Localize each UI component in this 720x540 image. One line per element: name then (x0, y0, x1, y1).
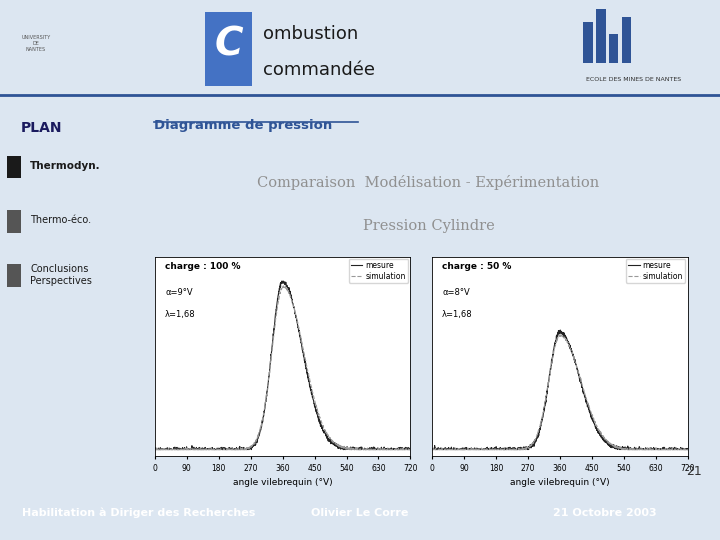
simulation (376, 447, 384, 453)
mesure (478, 447, 487, 453)
Text: λ=1,68: λ=1,68 (165, 310, 196, 320)
mesure (556, 327, 564, 333)
Text: ECOLE DES MINES DE NANTES: ECOLE DES MINES DE NANTES (586, 77, 681, 82)
X-axis label: angle vilebrequin (°V): angle vilebrequin (°V) (233, 478, 333, 488)
mesure (320, 428, 329, 435)
Bar (7, 265, 21, 287)
Legend: mesure, simulation: mesure, simulation (626, 259, 685, 283)
mesure (150, 446, 159, 453)
simulation (279, 282, 288, 289)
simulation (406, 447, 415, 453)
Line: mesure: mesure (432, 330, 688, 450)
mesure (485, 446, 493, 453)
Text: Conclusions
Perspectives: Conclusions Perspectives (30, 264, 92, 286)
FancyBboxPatch shape (205, 12, 252, 85)
Text: α=8°V: α=8°V (442, 288, 470, 298)
mesure (513, 447, 522, 453)
Bar (609, 34, 618, 63)
simulation (202, 447, 210, 453)
Bar (7, 210, 21, 233)
Text: λ=1,68: λ=1,68 (442, 310, 473, 320)
simulation (683, 446, 692, 453)
simulation (354, 446, 362, 452)
mesure (653, 446, 662, 453)
simulation (207, 446, 216, 453)
simulation (320, 427, 329, 433)
simulation (597, 431, 606, 438)
simulation (428, 447, 436, 453)
simulation (236, 447, 245, 453)
Bar (622, 17, 631, 63)
mesure (202, 447, 210, 453)
simulation (513, 446, 522, 453)
mesure (406, 446, 415, 452)
Text: Thermodyn.: Thermodyn. (30, 161, 101, 171)
Text: ombustion: ombustion (263, 25, 358, 43)
mesure (279, 278, 287, 284)
Line: mesure: mesure (155, 281, 410, 450)
simulation (150, 446, 159, 453)
simulation (555, 332, 564, 338)
simulation (485, 446, 493, 453)
Legend: mesure, simulation: mesure, simulation (348, 259, 408, 283)
Text: charge : 100 %: charge : 100 % (165, 262, 240, 272)
simulation (631, 446, 639, 452)
mesure (236, 447, 245, 453)
Text: Habilitation à Diriger des Recherches: Habilitation à Diriger des Recherches (22, 508, 255, 518)
simulation (151, 447, 160, 453)
Text: Thermo-éco.: Thermo-éco. (30, 215, 91, 225)
simulation (478, 447, 487, 453)
Text: 21 Octobre 2003: 21 Octobre 2003 (553, 508, 657, 518)
Text: UNIVERSITY
DE
NANTES: UNIVERSITY DE NANTES (22, 36, 50, 52)
Line: simulation: simulation (432, 335, 688, 450)
mesure (354, 446, 362, 453)
Text: C: C (215, 26, 243, 64)
Point (150, 119, 158, 126)
mesure (631, 447, 639, 453)
X-axis label: angle vilebrequin (°V): angle vilebrequin (°V) (510, 478, 610, 488)
Text: PLAN: PLAN (20, 120, 62, 134)
simulation (653, 446, 662, 452)
Line: simulation: simulation (155, 286, 410, 450)
Text: charge : 50 %: charge : 50 % (442, 262, 512, 272)
Point (354, 119, 363, 126)
Bar (583, 22, 593, 63)
mesure (683, 447, 692, 453)
Text: Olivier Le Corre: Olivier Le Corre (311, 508, 409, 518)
Text: commandée: commandée (263, 61, 375, 79)
mesure (376, 446, 384, 452)
Bar (596, 9, 606, 63)
mesure (207, 446, 216, 452)
mesure (597, 434, 606, 441)
Bar (7, 156, 21, 178)
Text: α=9°V: α=9°V (165, 288, 193, 298)
mesure (150, 447, 159, 453)
Text: Diagramme de pression: Diagramme de pression (154, 119, 333, 132)
Text: Comparaison  Modélisation - Expérimentation: Comparaison Modélisation - Expérimentati… (257, 176, 600, 190)
mesure (428, 447, 436, 453)
Text: Pression Cylindre: Pression Cylindre (363, 219, 494, 233)
Text: 21: 21 (686, 465, 702, 478)
